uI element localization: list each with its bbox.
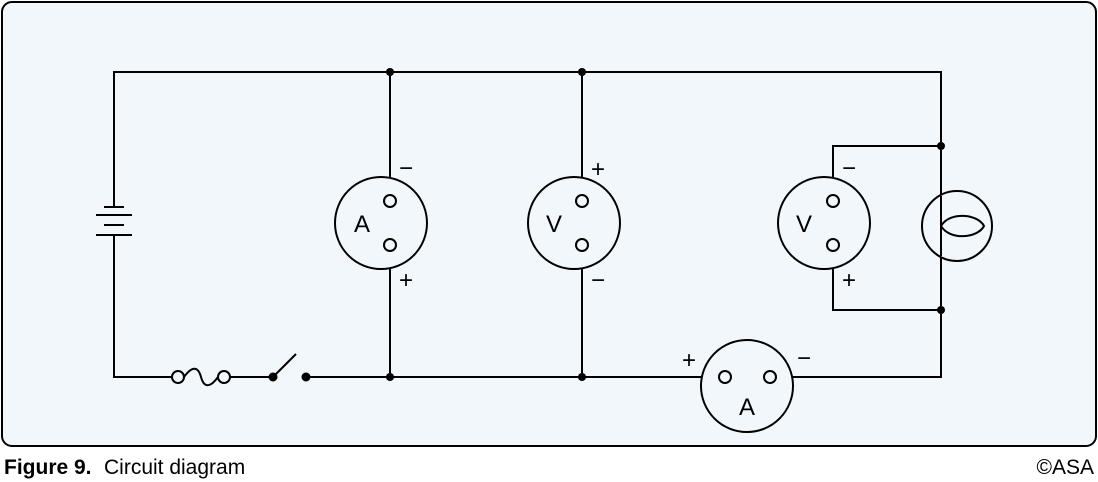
- battery-icon: [96, 206, 132, 236]
- polarity-sign: −: [797, 345, 811, 372]
- figure-title: Circuit diagram: [104, 456, 246, 479]
- meter-letter: A: [354, 211, 370, 238]
- polarity-sign: −: [842, 155, 856, 182]
- terminal: [383, 194, 397, 208]
- meter-letter: A: [739, 394, 755, 421]
- polarity-sign: −: [591, 267, 605, 294]
- fuse-icon: [171, 367, 231, 387]
- copyright-notice: ©ASA: [1036, 456, 1095, 479]
- junction-dot: [386, 68, 394, 76]
- terminal: [718, 370, 732, 384]
- junction-dot: [386, 373, 394, 381]
- polarity-sign: +: [591, 156, 605, 183]
- circuit-diagram-frame: A − + V + − V − + A + −: [1, 1, 1097, 447]
- junction-dot: [578, 68, 586, 76]
- switch-icon: [268, 353, 311, 382]
- circuit-diagram: A − + V + − V − + A + −: [1, 1, 1097, 447]
- polarity-sign: +: [842, 267, 856, 294]
- polarity-sign: +: [399, 267, 413, 294]
- junction-dot: [578, 373, 586, 381]
- junction-dots: [386, 68, 945, 381]
- ammeter-bottom: A + −: [682, 339, 811, 433]
- meter-letter: V: [546, 211, 562, 238]
- terminal: [763, 370, 777, 384]
- lamp-icon: [921, 190, 993, 262]
- voltmeter-middle: V + −: [527, 156, 621, 294]
- ammeter-left: A − +: [334, 155, 428, 294]
- polarity-sign: +: [682, 347, 696, 374]
- figure-number: Figure 9.: [4, 456, 92, 479]
- junction-dot: [937, 142, 945, 150]
- terminal: [826, 238, 840, 252]
- terminal: [575, 194, 589, 208]
- terminal: [826, 194, 840, 208]
- terminal: [575, 238, 589, 252]
- polarity-sign: −: [399, 155, 413, 182]
- junction-dot: [937, 306, 945, 314]
- figure-caption: Figure 9. Circuit diagram ©ASA: [0, 452, 1098, 482]
- voltmeter-right: V − +: [777, 155, 871, 294]
- meter-letter: V: [796, 211, 812, 238]
- terminal: [383, 238, 397, 252]
